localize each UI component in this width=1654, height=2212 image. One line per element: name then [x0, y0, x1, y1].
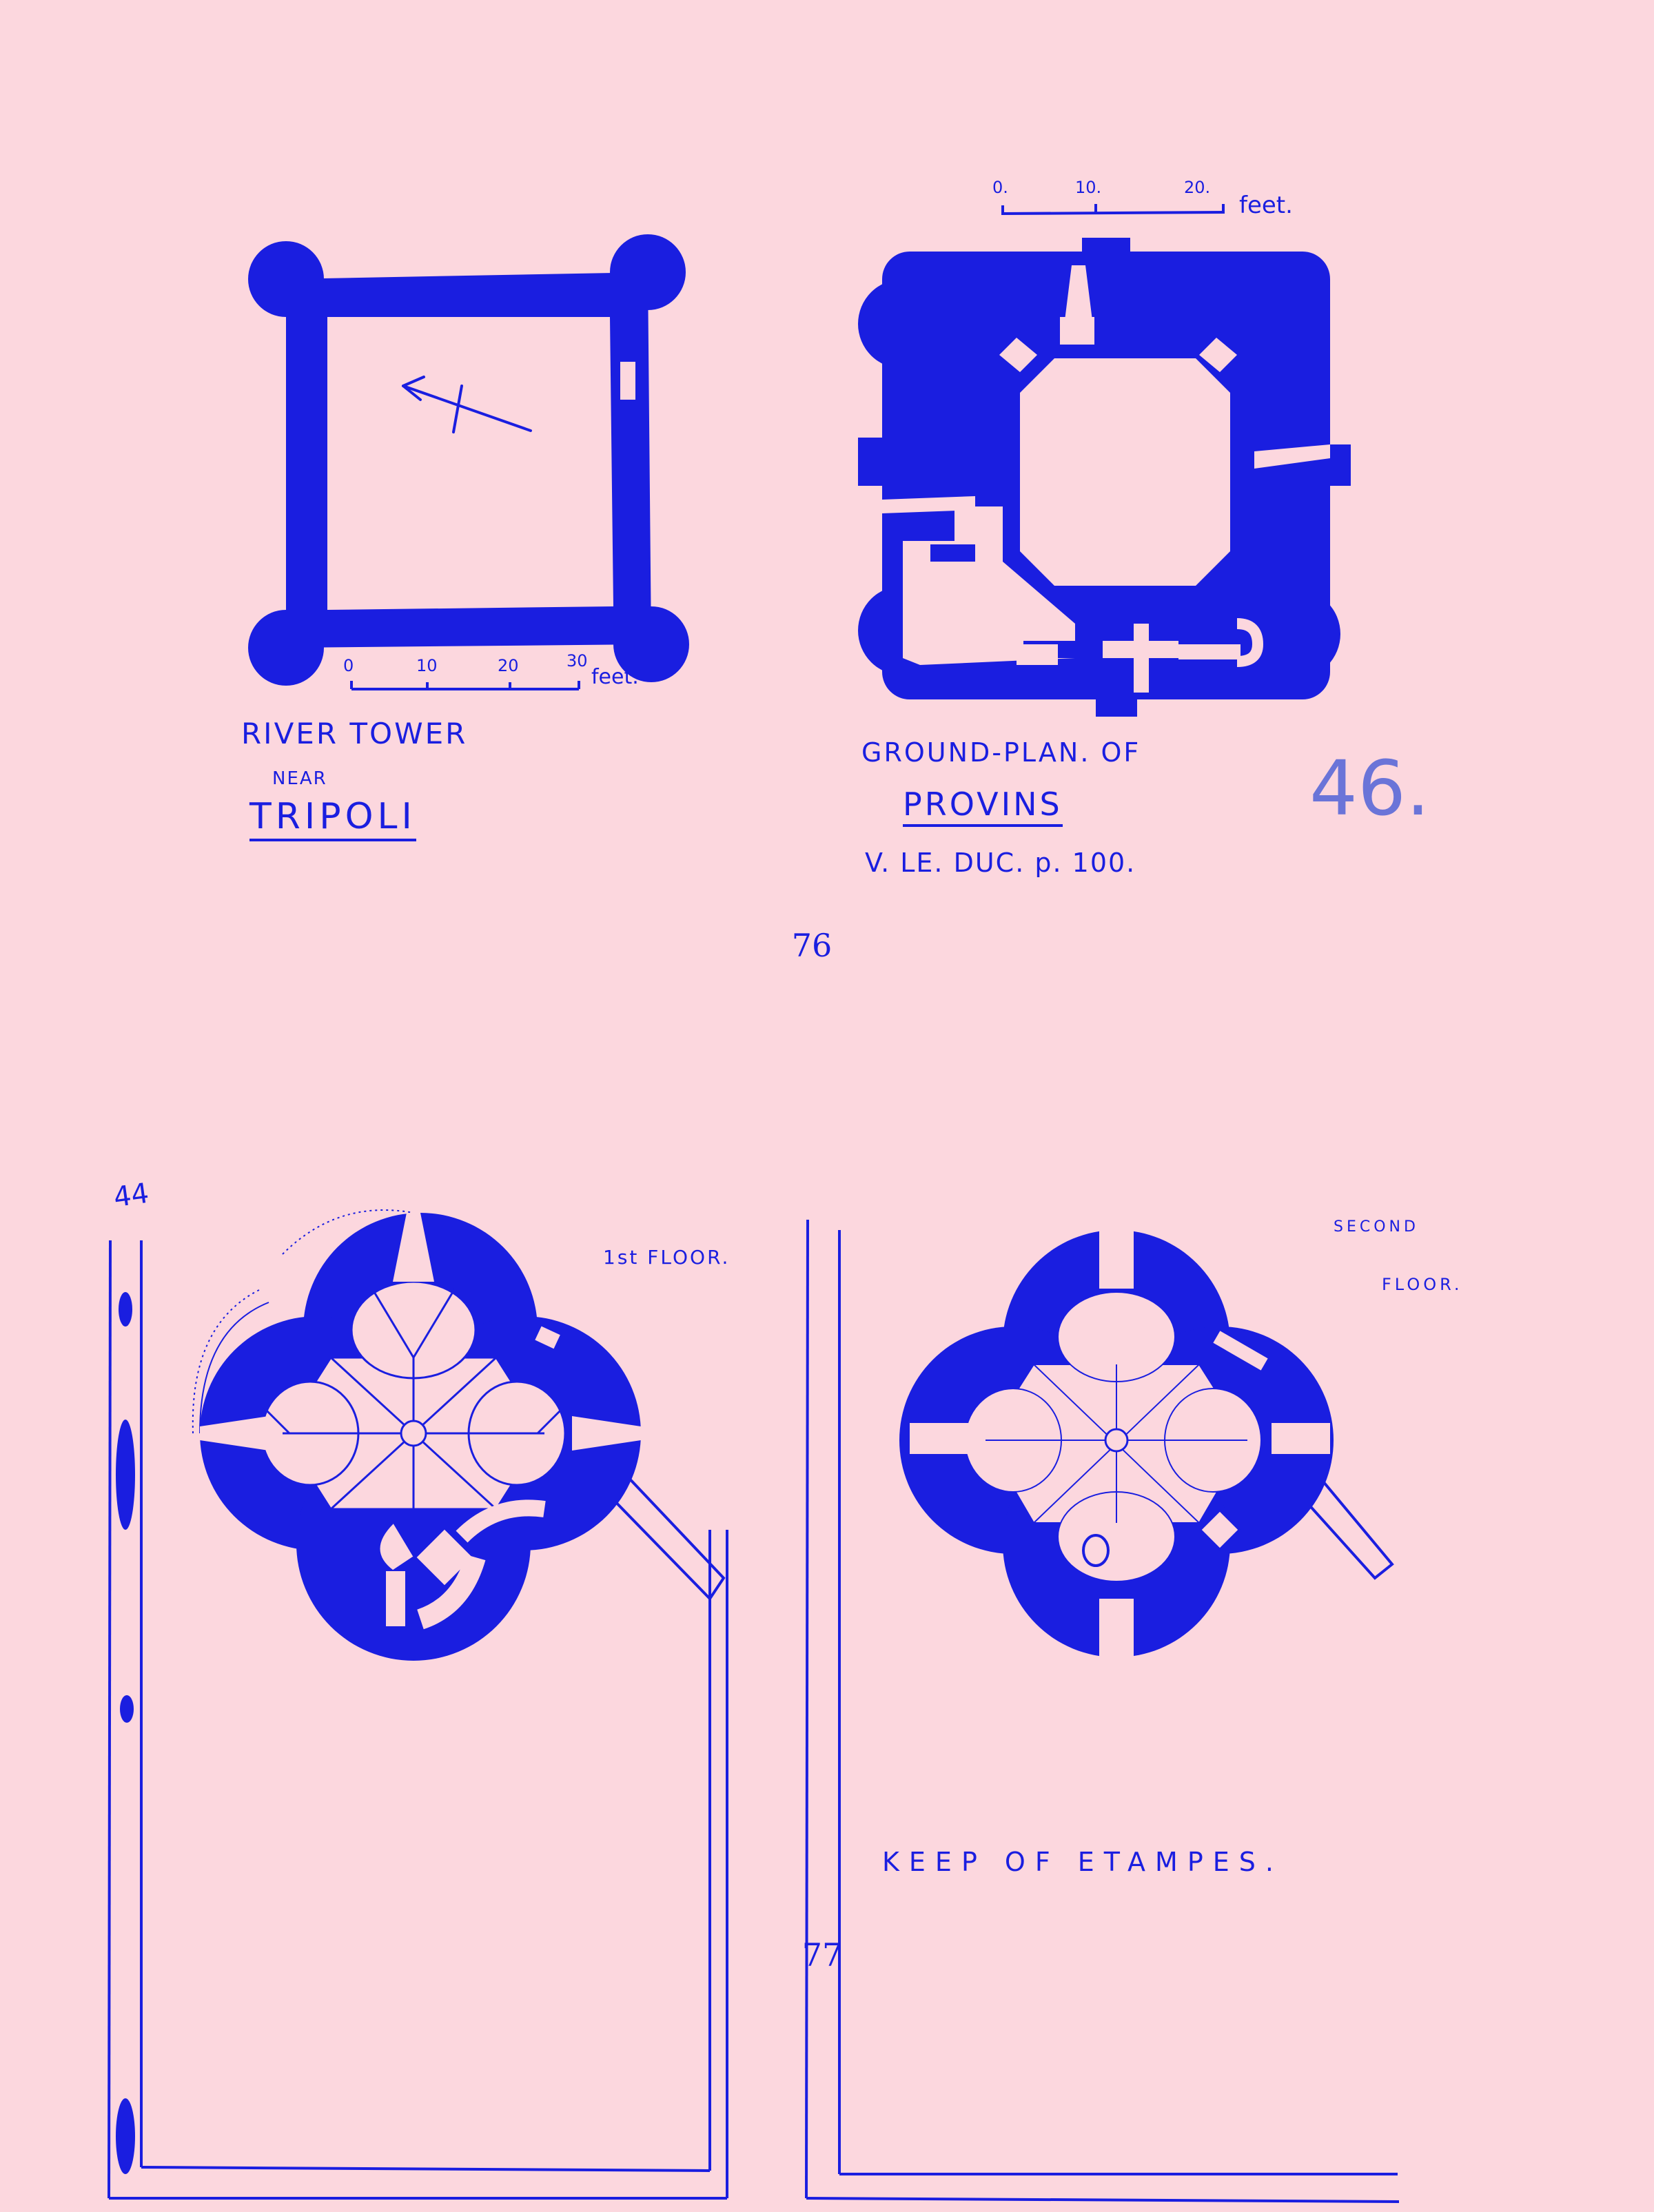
- provins-scale-bar: [999, 200, 1234, 221]
- provins-scale-mark-10: 10.: [1075, 178, 1102, 197]
- scale-mark-0: 0: [343, 656, 354, 675]
- river-tower-caption-1: RIVER TOWER: [241, 717, 468, 750]
- second-floor-label-1: SECOND: [1334, 1218, 1419, 1236]
- page-number-76: 76: [791, 927, 833, 964]
- scale-mark-10: 10: [416, 656, 438, 675]
- provins-caption-3: V. LE. DUC. p. 100.: [865, 848, 1136, 878]
- river-tower-caption-3: TRIPOLI: [249, 796, 416, 841]
- provins-caption-2: PROVINS: [903, 786, 1063, 827]
- provins-ground-plan: [855, 238, 1351, 734]
- etampes-caption: KEEP OF ETAMPES.: [882, 1847, 1283, 1877]
- page-number-77: 77: [802, 1936, 843, 1974]
- provins-scale-mark-20: 20.: [1184, 178, 1211, 197]
- pencil-page-number: 46.: [1309, 744, 1430, 832]
- scale-unit: feet.: [591, 665, 639, 689]
- provins-scale-unit: feet.: [1239, 192, 1293, 219]
- river-tower-caption-2: NEAR: [272, 768, 327, 789]
- river-tower-plan: [248, 231, 703, 686]
- margin-mark: 44: [112, 1177, 151, 1214]
- provins-scale-mark-0: 0.: [992, 178, 1008, 197]
- etampes-first-floor-plan: [186, 1206, 668, 1675]
- scale-mark-20: 20: [498, 656, 519, 675]
- second-floor-label-2: FLOOR.: [1382, 1275, 1463, 1294]
- river-tower-scale-bar: [348, 679, 596, 694]
- first-floor-label: 1st FLOOR.: [603, 1246, 731, 1269]
- scale-mark-30: 30: [566, 651, 588, 670]
- provins-caption-1: GROUND-PLAN. OF: [861, 737, 1141, 768]
- etampes-second-floor-plan: [889, 1213, 1358, 1681]
